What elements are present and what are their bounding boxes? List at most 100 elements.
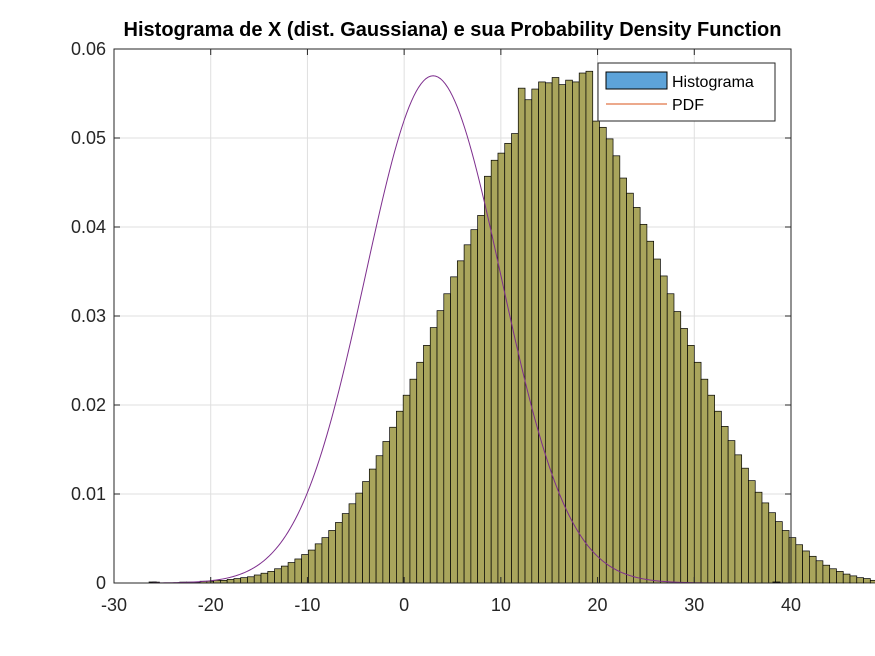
histogram-bar — [517, 87, 526, 584]
x-tick-label: -20 — [198, 595, 224, 615]
histogram-bar — [748, 480, 756, 584]
histogram-bar — [484, 175, 492, 584]
histogram-bar — [308, 549, 316, 584]
histogram-bar — [626, 192, 634, 584]
x-tick-label: 20 — [588, 595, 608, 615]
y-axis-ticks: 0 0.01 0.02 0.03 0.04 0.05 0.06 — [71, 39, 791, 593]
histogram-bar — [511, 133, 519, 584]
histogram-bar — [585, 70, 594, 584]
x-tick-label: -30 — [101, 595, 127, 615]
x-tick-label: -10 — [294, 595, 320, 615]
x-tick-label: 10 — [491, 595, 511, 615]
histogram-bar — [653, 258, 661, 584]
histogram-bar — [335, 522, 343, 584]
histogram-bar — [781, 530, 790, 584]
histogram-bar — [456, 260, 465, 584]
histogram-bar — [423, 345, 431, 584]
histogram-bar — [856, 577, 864, 584]
histogram-bar — [673, 311, 682, 584]
histogram-bar — [795, 544, 803, 584]
histogram-bar — [646, 240, 655, 584]
histogram-bar — [707, 394, 715, 584]
histogram-bar — [477, 215, 485, 584]
histogram-bar — [761, 502, 770, 584]
histogram-bar — [490, 159, 499, 584]
histogram-bar — [741, 467, 749, 584]
histogram-bar — [809, 555, 817, 584]
histogram-bar — [389, 426, 397, 584]
y-tick-label: 0 — [96, 573, 106, 593]
histogram-bar — [727, 440, 736, 584]
chart-title: Histograma de X (dist. Gaussiana) e sua … — [123, 19, 782, 41]
legend-label-pdf: PDF — [672, 97, 704, 114]
histogram-bar — [348, 503, 357, 584]
y-tick-label: 0.04 — [71, 217, 106, 237]
histogram-bar — [294, 558, 302, 584]
histogram-bar — [836, 571, 844, 584]
x-tick-label: 40 — [781, 595, 801, 615]
histogram-bar — [524, 99, 533, 584]
histogram-bar — [233, 578, 242, 584]
histogram-bar — [247, 576, 255, 584]
histogram-bar — [504, 142, 512, 584]
histogram-bar — [226, 579, 235, 584]
histogram-bar — [240, 577, 248, 584]
histogram-bar — [700, 378, 709, 584]
histogram-bar — [822, 564, 831, 584]
histogram-bar — [687, 345, 695, 584]
histogram-bar — [829, 568, 837, 584]
histogram-bar — [450, 276, 458, 584]
histogram-bar — [280, 565, 289, 584]
histogram-bar — [565, 79, 573, 584]
histogram-bar — [274, 568, 282, 584]
histogram-bar — [849, 575, 858, 584]
legend-swatch-histogram — [605, 71, 668, 90]
histogram-bar — [328, 530, 336, 584]
histogram-bar — [497, 152, 506, 584]
histogram-bar — [605, 138, 614, 584]
histogram-bar — [470, 229, 478, 584]
histogram-bar — [619, 177, 627, 584]
histogram-bar — [754, 491, 763, 584]
histogram-bar — [660, 275, 668, 584]
y-tick-label: 0.01 — [71, 484, 106, 504]
histogram-bar — [253, 574, 262, 584]
histogram-bar — [355, 492, 363, 584]
histogram-bar — [362, 481, 370, 584]
histogram-bar — [815, 560, 824, 584]
y-tick-label: 0.06 — [71, 39, 106, 59]
y-tick-label: 0.05 — [71, 128, 106, 148]
histogram-bar — [396, 410, 404, 584]
x-tick-label: 30 — [684, 595, 704, 615]
pdf-curve — [152, 75, 782, 584]
histogram-bar — [538, 81, 546, 584]
histogram-bar — [314, 543, 323, 584]
histogram-bar — [721, 426, 729, 584]
histogram-bar — [341, 513, 350, 584]
histogram-bar — [375, 455, 384, 584]
legend-box — [597, 62, 776, 122]
histogram-bar — [382, 441, 390, 584]
histogram-bar — [788, 537, 797, 584]
histogram-bar — [802, 550, 810, 584]
legend: Histograma PDF — [597, 62, 776, 122]
histogram-bar — [368, 468, 377, 584]
histogram-bar — [443, 293, 451, 584]
histogram-bar — [436, 310, 445, 584]
histogram-bar — [260, 572, 269, 584]
histogram-bar — [429, 327, 438, 584]
histogram-bar — [544, 82, 553, 584]
histogram-bar — [578, 72, 587, 584]
histogram-bar — [558, 84, 567, 584]
legend-label-histogram: Histograma — [672, 74, 754, 91]
y-tick-label: 0.02 — [71, 395, 106, 415]
histogram-bar — [639, 223, 648, 584]
histogram-bar — [768, 512, 776, 584]
histogram-bar — [775, 521, 783, 584]
histogram-bar — [599, 126, 607, 584]
histogram-bar — [612, 155, 621, 584]
histogram-bar — [863, 578, 871, 584]
x-axis-ticks: -30 -20 -10 0 10 20 30 40 — [101, 49, 801, 615]
histogram-bar — [463, 244, 472, 584]
